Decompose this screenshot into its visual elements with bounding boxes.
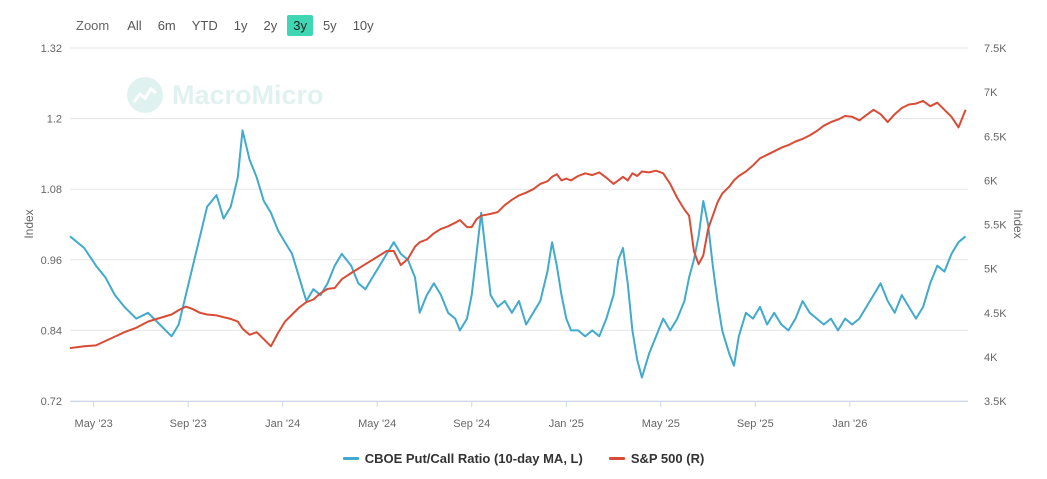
legend-item-sp500[interactable]: S&P 500 (R): [608, 451, 705, 466]
left-tick-label: 0.84: [41, 325, 62, 337]
zoom-5y-button[interactable]: 5y: [322, 17, 337, 33]
series-line-sp500: [69, 99, 967, 350]
legend-swatch-sp500: [608, 457, 625, 460]
x-tick-label: May '24: [358, 418, 396, 430]
x-tick-label: Sep '23: [170, 418, 207, 430]
x-tick-label: Jan '25: [549, 418, 584, 430]
right-axis-ticks: 3.5K 4K 4.5K 5K 5.5K 6K 6.5K 7K 7.5K: [984, 43, 1007, 408]
zoom-all-button[interactable]: All: [127, 17, 142, 33]
right-tick-label: 7.5K: [984, 43, 1007, 55]
zoom-2y-button[interactable]: 2y: [263, 17, 278, 33]
x-axis-ticks: May '23 Sep '23 Jan '24 May '24 Sep '24 Jan '…: [70, 401, 968, 430]
grid-lines: [70, 47, 968, 402]
left-tick-label: 1.08: [41, 184, 62, 196]
x-tick-label: Jan '26: [832, 418, 867, 430]
legend-item-put-call[interactable]: CBOE Put/Call Ratio (10-day MA, L): [342, 451, 583, 466]
zoom-10y-button[interactable]: 10y: [352, 17, 374, 33]
legend: CBOE Put/Call Ratio (10-day MA, L) S&P 5…: [0, 451, 1047, 466]
left-axis-title: Index: [22, 209, 36, 238]
right-tick-label: 4.5K: [984, 308, 1007, 320]
watermark: MacroMicro: [126, 76, 324, 114]
left-axis-ticks: 0.72 0.84 0.96 1.08 1.2 1.32: [41, 43, 62, 408]
left-tick-label: 0.96: [41, 255, 62, 267]
legend-label-put-call: CBOE Put/Call Ratio (10-day MA, L): [364, 451, 583, 466]
right-tick-label: 6K: [984, 175, 998, 187]
right-axis-title: Index: [1011, 209, 1025, 238]
left-tick-label: 1.2: [47, 114, 62, 126]
legend-swatch-put-call: [342, 457, 359, 460]
zoom-ytd-button[interactable]: YTD: [191, 17, 218, 33]
series-layer: [69, 99, 967, 379]
right-tick-label: 4K: [984, 352, 998, 364]
x-tick-label: Jan '24: [265, 418, 300, 430]
zoom-toolbar: Zoom All 6m YTD 1y 2y 3y 5y 10y: [76, 14, 384, 36]
macromicro-logo-icon: [127, 77, 163, 113]
right-tick-label: 5.5K: [984, 220, 1007, 232]
watermark-text: MacroMicro: [172, 79, 324, 110]
zoom-6m-button[interactable]: 6m: [157, 17, 176, 33]
right-tick-label: 5K: [984, 264, 998, 276]
left-tick-label: 1.32: [41, 43, 62, 55]
zoom-1y-button[interactable]: 1y: [233, 17, 248, 33]
right-tick-label: 7K: [984, 87, 998, 99]
x-tick-label: Sep '25: [737, 418, 774, 430]
zoom-label: Zoom: [76, 17, 110, 33]
right-tick-label: 6.5K: [984, 131, 1007, 143]
left-tick-label: 0.72: [41, 396, 62, 408]
x-tick-label: May '25: [642, 418, 680, 430]
series-line-put-call: [69, 129, 967, 379]
legend-label-sp500: S&P 500 (R): [630, 451, 705, 466]
x-tick-label: Sep '24: [453, 418, 490, 430]
right-tick-label: 3.5K: [984, 396, 1007, 408]
x-tick-label: May '23: [75, 418, 113, 430]
zoom-3y-button[interactable]: 3y: [287, 14, 313, 36]
